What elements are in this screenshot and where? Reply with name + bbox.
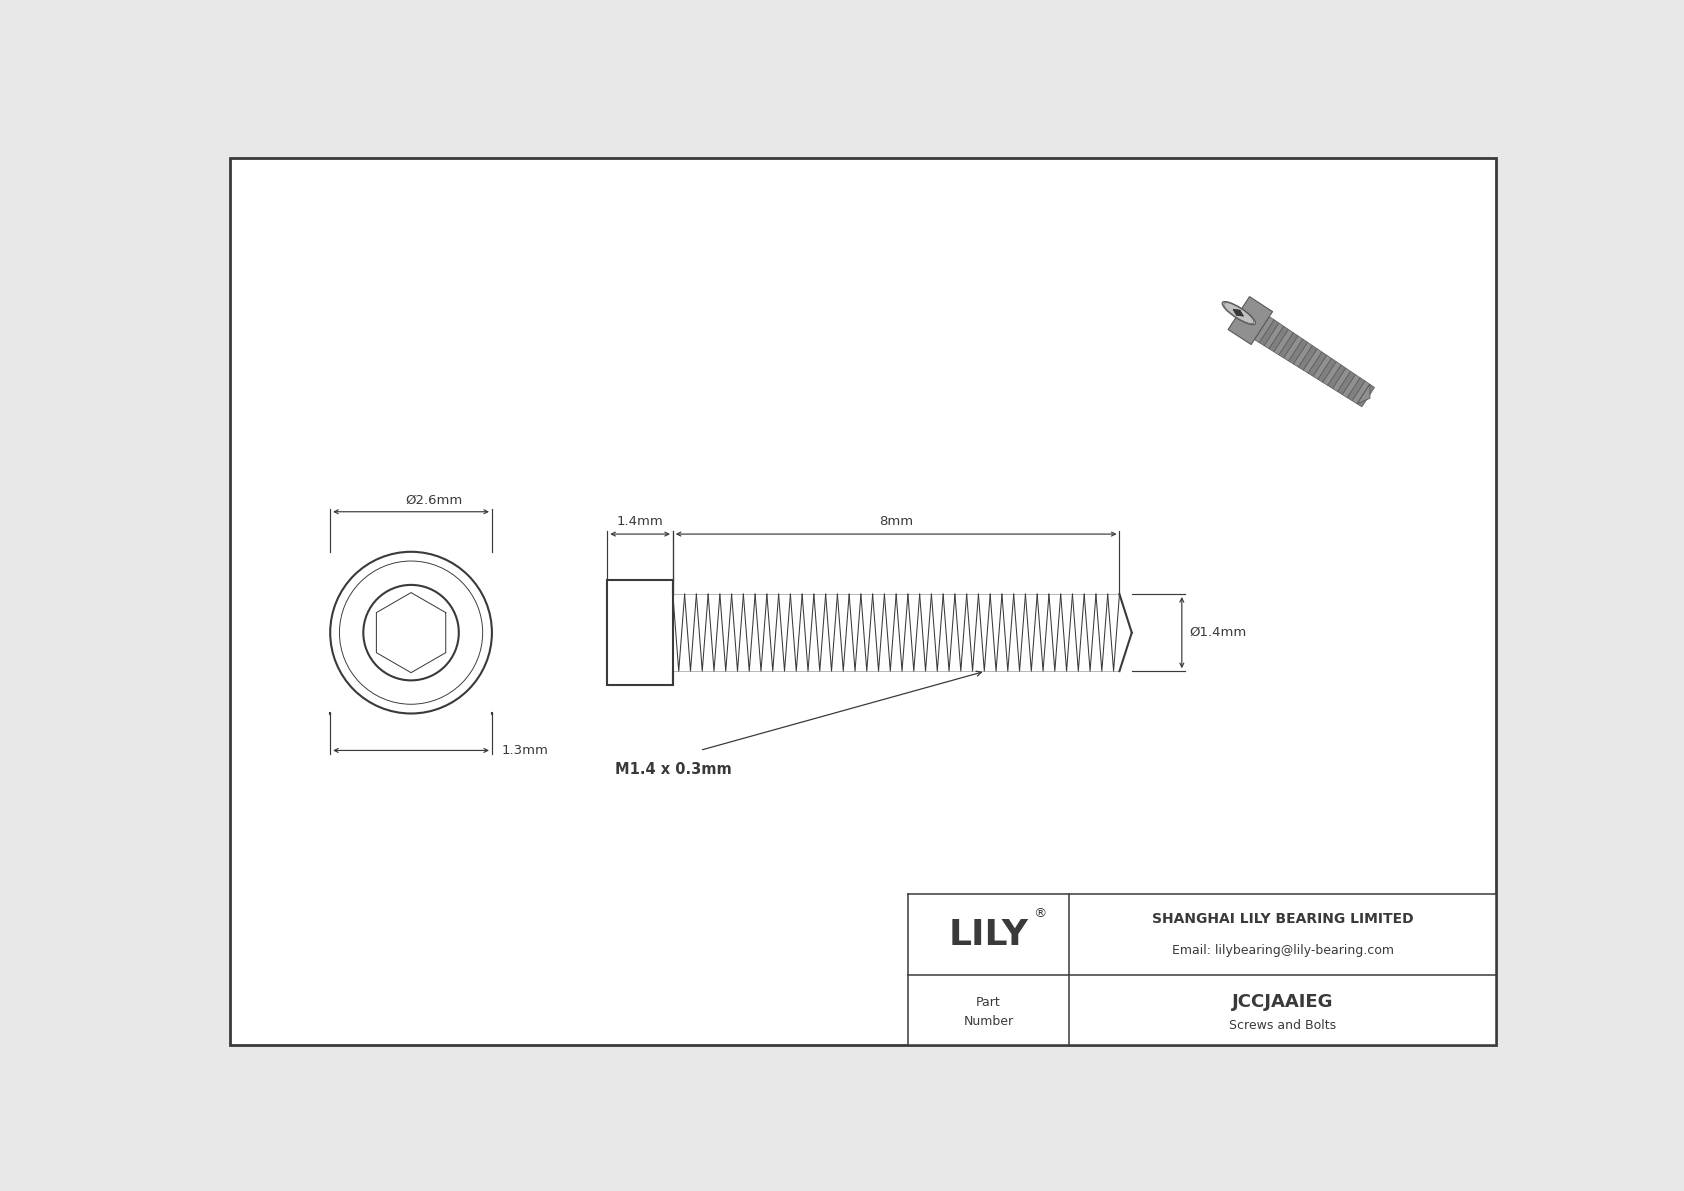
Polygon shape xyxy=(1314,355,1332,380)
Polygon shape xyxy=(1278,332,1298,358)
Circle shape xyxy=(330,551,492,713)
Polygon shape xyxy=(1319,358,1337,382)
Text: M1.4 x 0.3mm: M1.4 x 0.3mm xyxy=(615,762,733,777)
Text: JCCJAAIEG: JCCJAAIEG xyxy=(1233,993,1334,1011)
Polygon shape xyxy=(1357,385,1374,407)
Polygon shape xyxy=(1357,385,1371,404)
Bar xyxy=(908,894,1495,1045)
Bar xyxy=(608,580,674,685)
Polygon shape xyxy=(1228,297,1273,344)
Text: LILY: LILY xyxy=(948,918,1029,952)
Polygon shape xyxy=(1342,374,1361,398)
Polygon shape xyxy=(1260,319,1278,345)
Text: 8mm: 8mm xyxy=(879,515,913,528)
Polygon shape xyxy=(1327,364,1346,388)
Text: Email: lilybearing@lily-bearing.com: Email: lilybearing@lily-bearing.com xyxy=(1172,943,1394,956)
Polygon shape xyxy=(1332,368,1351,392)
Polygon shape xyxy=(1233,310,1243,316)
Text: Ø2.6mm: Ø2.6mm xyxy=(406,493,463,506)
Text: Ø1.4mm: Ø1.4mm xyxy=(1189,626,1246,640)
Text: SHANGHAI LILY BEARING LIMITED: SHANGHAI LILY BEARING LIMITED xyxy=(1152,912,1413,927)
Polygon shape xyxy=(1324,362,1340,386)
Polygon shape xyxy=(1255,317,1275,343)
Text: Part: Part xyxy=(977,996,1000,1009)
Polygon shape xyxy=(1273,330,1293,355)
Polygon shape xyxy=(1352,381,1369,404)
Polygon shape xyxy=(1298,345,1317,370)
Ellipse shape xyxy=(1223,301,1256,325)
Polygon shape xyxy=(1288,339,1307,364)
Polygon shape xyxy=(1308,353,1327,376)
Text: 1.3mm: 1.3mm xyxy=(502,744,547,757)
Polygon shape xyxy=(1293,342,1312,367)
Polygon shape xyxy=(1347,378,1366,400)
Text: ®: ® xyxy=(1034,906,1047,919)
Text: Number: Number xyxy=(963,1015,1014,1028)
Text: 1.4mm: 1.4mm xyxy=(616,515,663,528)
Polygon shape xyxy=(1337,372,1356,394)
Text: Screws and Bolts: Screws and Bolts xyxy=(1229,1018,1337,1031)
Polygon shape xyxy=(1265,323,1283,349)
Polygon shape xyxy=(1283,336,1303,361)
Polygon shape xyxy=(1270,326,1288,351)
Polygon shape xyxy=(1303,349,1322,373)
